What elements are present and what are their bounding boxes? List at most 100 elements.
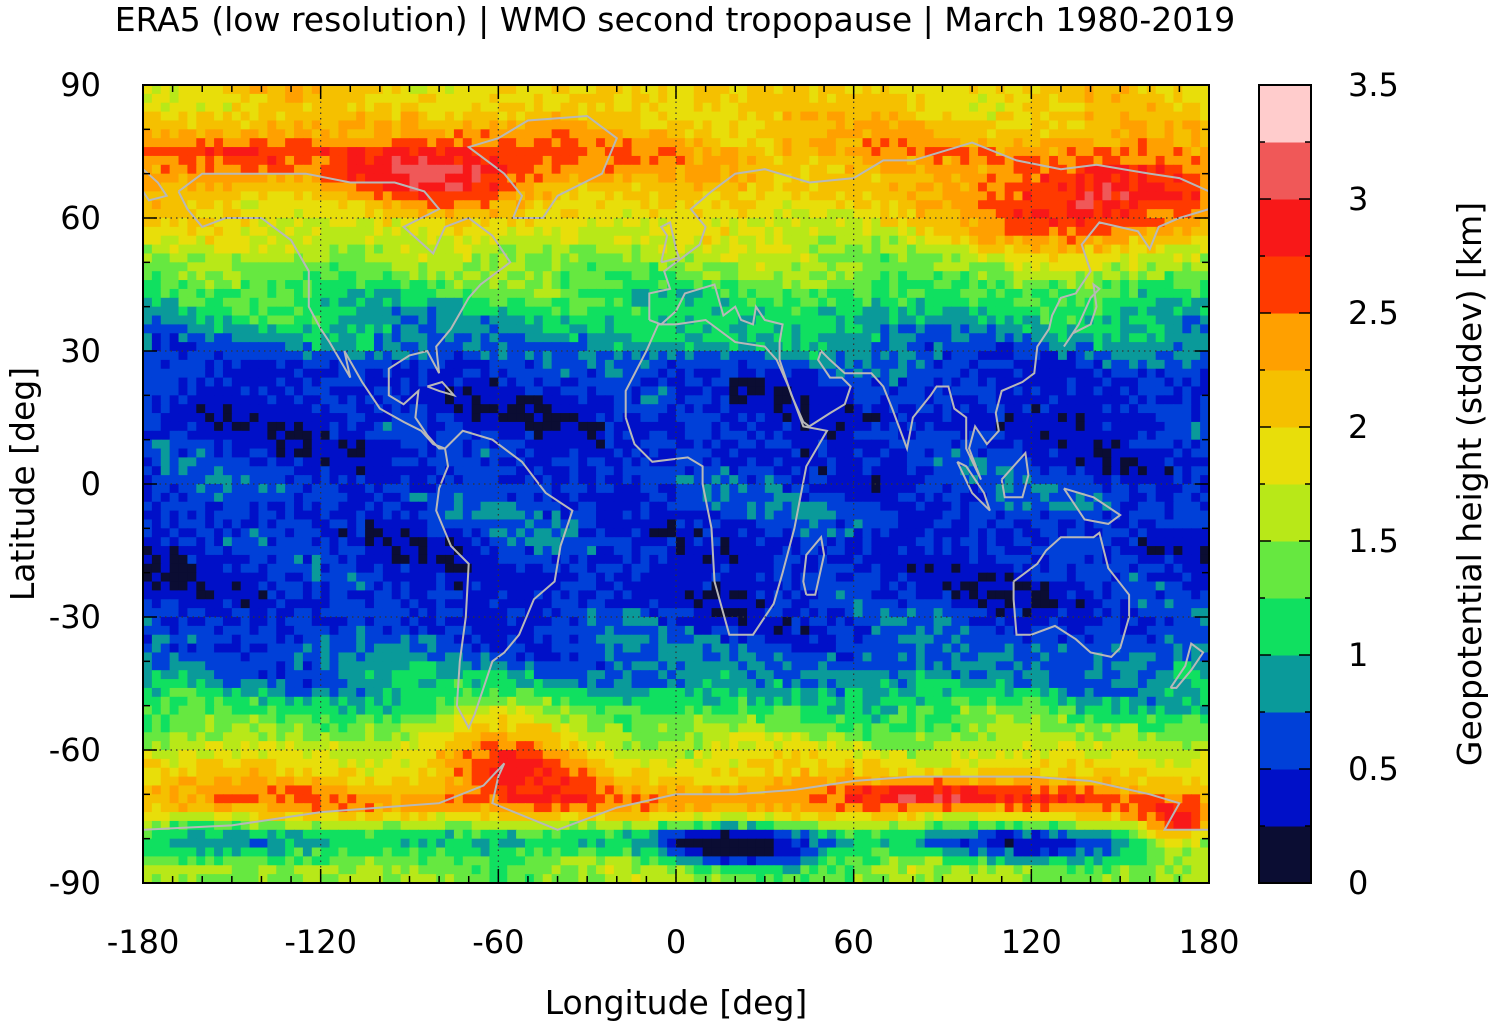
heatmap-cell xyxy=(311,93,322,104)
heatmap-cell xyxy=(604,182,615,192)
heatmap-cell xyxy=(365,280,375,290)
heatmap-cell xyxy=(1013,164,1024,175)
heatmap-cell xyxy=(631,404,642,414)
heatmap-cell xyxy=(187,430,197,441)
heatmap-cell xyxy=(1031,120,1041,130)
heatmap-cell xyxy=(382,368,393,379)
heatmap-cell xyxy=(338,111,348,122)
heatmap-cell xyxy=(551,164,562,175)
heatmap-cell xyxy=(711,430,722,441)
heatmap-cell xyxy=(809,93,819,104)
heatmap-cell xyxy=(240,271,251,281)
heatmap-cell xyxy=(187,333,197,343)
heatmap-cell xyxy=(924,315,935,325)
heatmap-cell xyxy=(596,244,606,255)
heatmap-cell xyxy=(338,235,348,246)
heatmap-cell xyxy=(862,262,873,272)
heatmap-cell xyxy=(356,280,366,290)
heatmap-cell xyxy=(338,324,348,334)
heatmap-cell xyxy=(871,342,881,352)
heatmap-cell xyxy=(1146,102,1157,113)
heatmap-cell xyxy=(915,395,926,405)
heatmap-cell xyxy=(951,342,961,352)
heatmap-cell xyxy=(489,315,499,325)
heatmap-cell xyxy=(693,395,704,405)
heatmap-cell xyxy=(613,138,624,148)
heatmap-cell xyxy=(667,85,677,95)
heatmap-cell xyxy=(835,324,846,334)
heatmap-cell xyxy=(445,138,455,148)
heatmap-cell xyxy=(578,288,588,299)
heatmap-cell xyxy=(356,430,366,441)
heatmap-cell xyxy=(1049,324,1059,334)
heatmap-cell xyxy=(1137,173,1148,184)
heatmap-cell xyxy=(676,200,686,210)
heatmap-cell xyxy=(613,209,624,219)
heatmap-cell xyxy=(596,280,606,290)
heatmap-cell xyxy=(827,404,837,414)
heatmap-cell xyxy=(542,120,553,130)
heatmap-cell xyxy=(818,200,828,210)
heatmap-cell xyxy=(827,262,837,272)
heatmap-cell xyxy=(1173,120,1183,130)
heatmap-cell xyxy=(915,85,926,95)
heatmap-cell xyxy=(320,120,331,130)
heatmap-cell xyxy=(1004,253,1015,263)
heatmap-cell xyxy=(951,368,961,379)
heatmap-cell xyxy=(640,413,650,423)
heatmap-cell xyxy=(631,138,642,148)
heatmap-cell xyxy=(773,430,784,441)
heatmap-cell xyxy=(222,200,233,210)
heatmap-cell xyxy=(1031,129,1041,139)
heatmap-cell xyxy=(320,359,331,370)
heatmap-cell xyxy=(755,386,766,396)
heatmap-cell xyxy=(462,271,473,281)
heatmap-cell xyxy=(382,129,393,139)
heatmap-cell xyxy=(871,182,881,192)
heatmap-cell xyxy=(1182,200,1192,210)
heatmap-cell xyxy=(862,359,873,370)
heatmap-cell xyxy=(729,413,739,423)
heatmap-cell xyxy=(382,85,393,95)
heatmap-cell xyxy=(862,173,873,184)
heatmap-cell xyxy=(507,155,517,166)
heatmap-cell xyxy=(445,93,455,104)
heatmap-cell xyxy=(1013,262,1024,272)
heatmap-cell xyxy=(249,404,260,414)
heatmap-cell xyxy=(693,404,704,414)
heatmap-cell xyxy=(818,288,828,299)
heatmap-cell xyxy=(373,439,384,450)
heatmap-cell xyxy=(818,173,828,184)
heatmap-cell xyxy=(986,226,997,237)
heatmap-cell xyxy=(311,111,322,122)
heatmap-cell xyxy=(1075,191,1086,201)
heatmap-cell xyxy=(1182,368,1192,379)
heatmap-cell xyxy=(205,342,215,352)
heatmap-cell xyxy=(187,342,197,352)
heatmap-cell xyxy=(933,359,944,370)
heatmap-cell xyxy=(160,226,171,237)
heatmap-cell xyxy=(533,377,544,388)
heatmap-cell xyxy=(649,173,659,184)
heatmap-cell xyxy=(809,120,819,130)
heatmap-cell xyxy=(924,218,935,228)
heatmap-cell xyxy=(400,315,411,325)
heatmap-cell xyxy=(995,262,1006,272)
heatmap-cell xyxy=(986,368,997,379)
heatmap-cell xyxy=(1146,368,1157,379)
heatmap-cell xyxy=(1102,200,1112,210)
heatmap-cell xyxy=(951,218,961,228)
heatmap-cell xyxy=(747,271,757,281)
heatmap-cell xyxy=(400,404,411,414)
heatmap-cell xyxy=(676,386,686,396)
heatmap-cell xyxy=(809,182,819,192)
heatmap-cell xyxy=(178,262,189,272)
heatmap-cell xyxy=(178,111,189,122)
heatmap-cell xyxy=(551,262,562,272)
heatmap-cell xyxy=(489,102,499,113)
heatmap-cell xyxy=(676,377,686,388)
heatmap-cell xyxy=(1146,209,1157,219)
heatmap-cell xyxy=(373,164,384,175)
heatmap-cell xyxy=(622,120,633,130)
heatmap-cell xyxy=(391,448,402,458)
